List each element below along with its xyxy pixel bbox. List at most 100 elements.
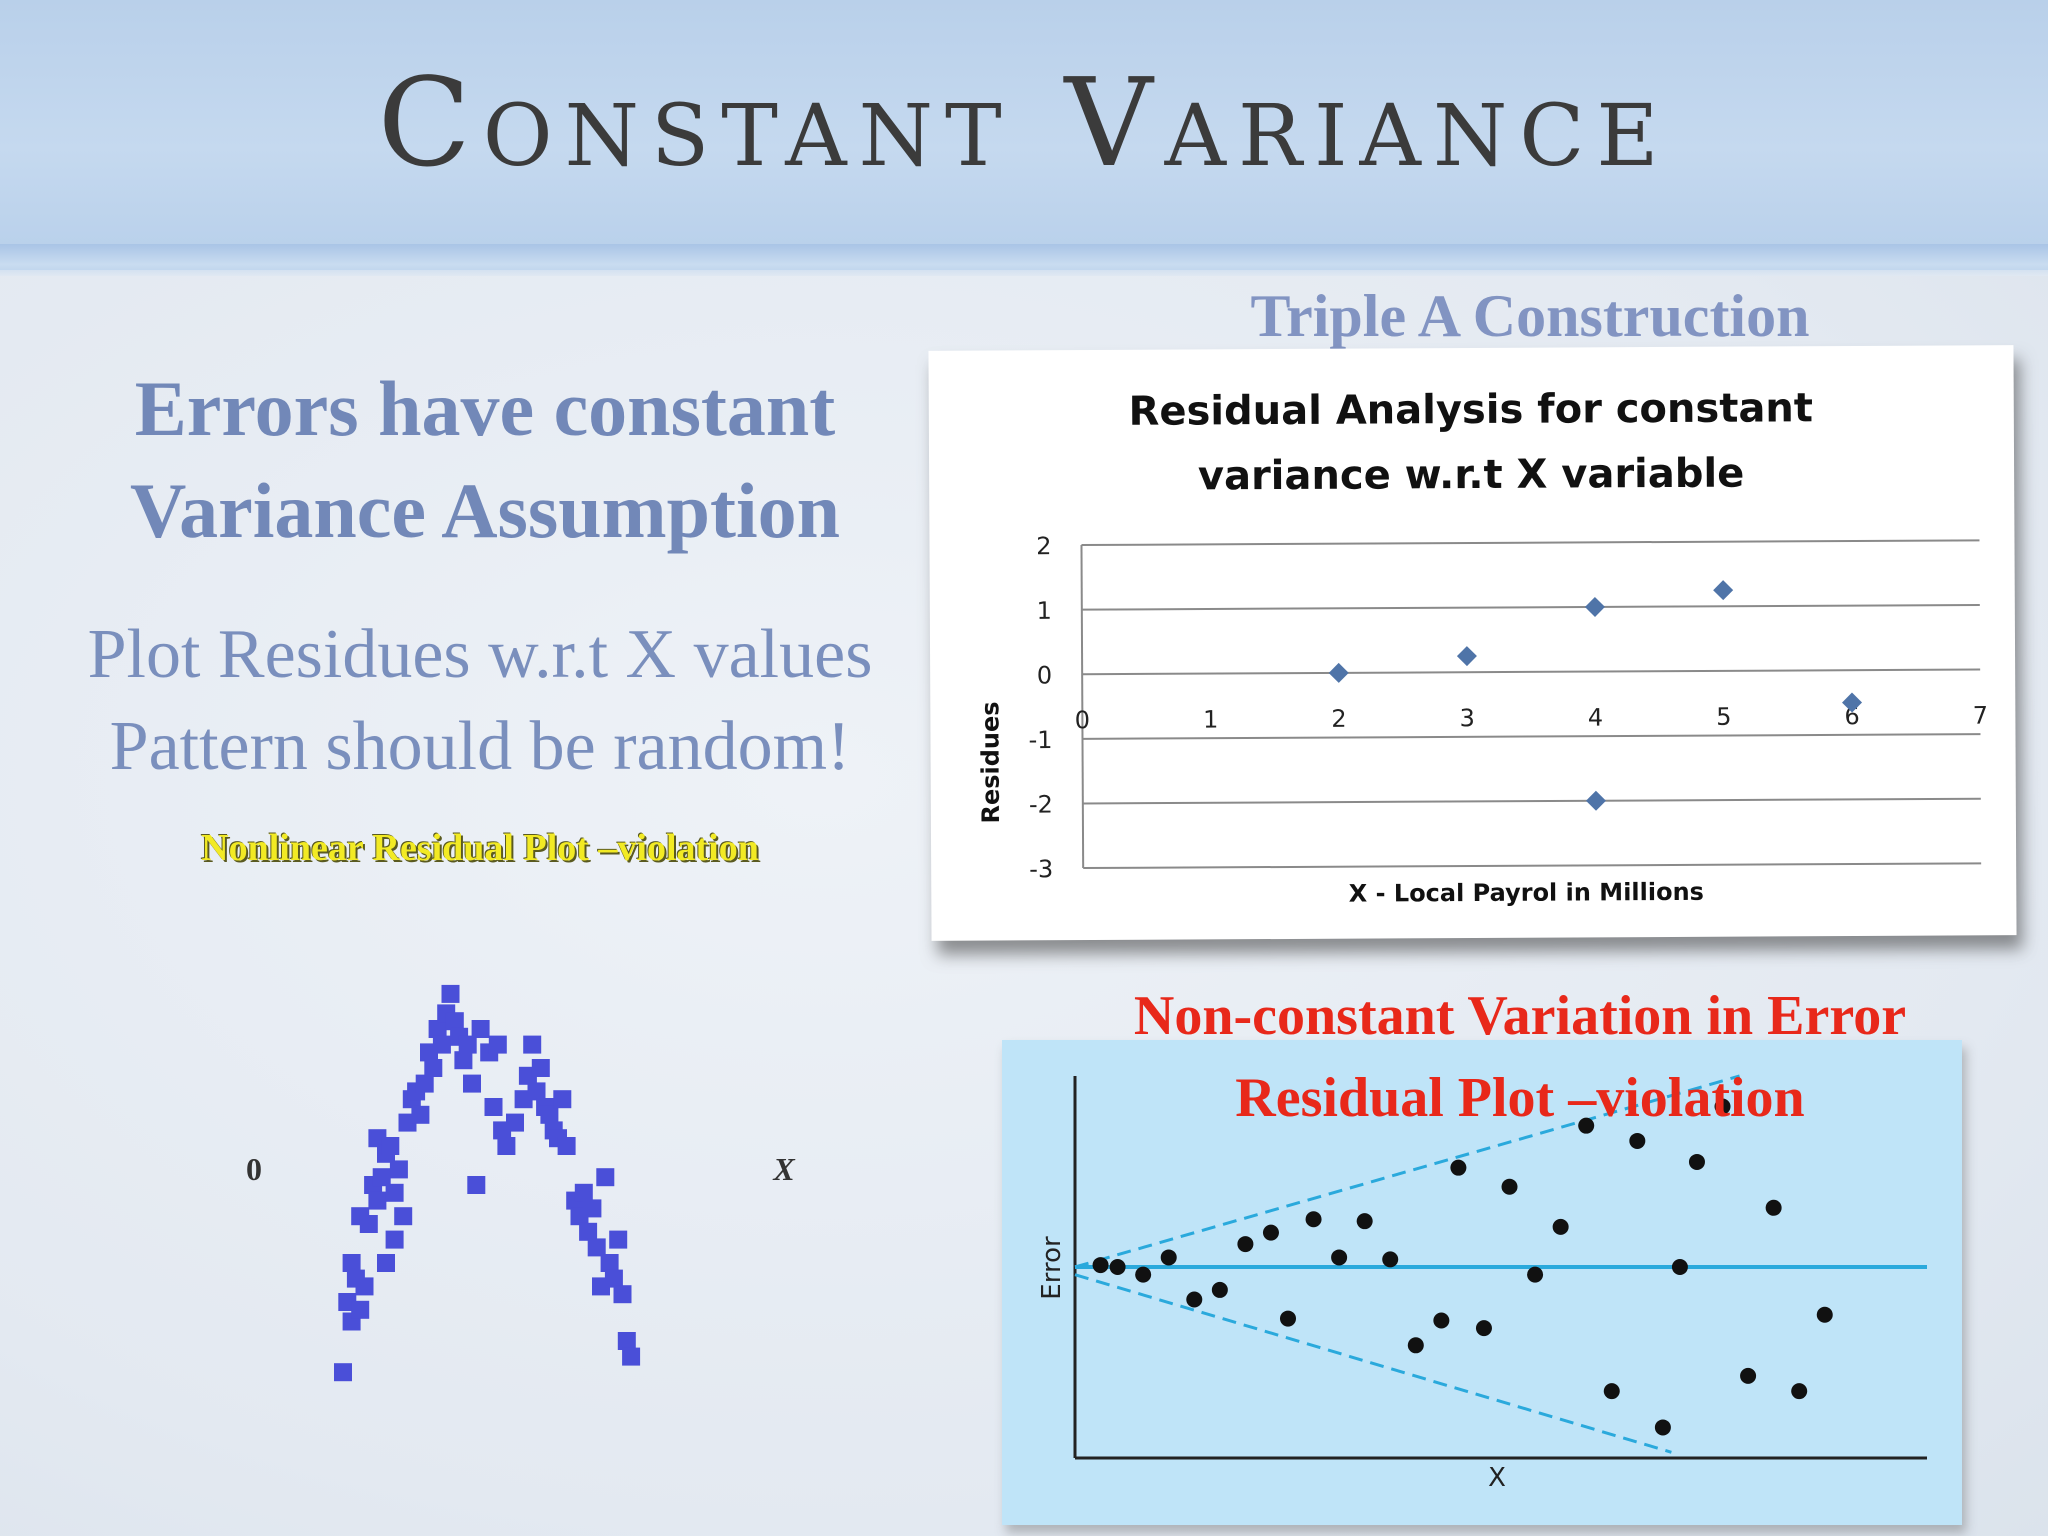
chart2-data-point [377, 1254, 395, 1272]
chart1-x-tick-label: 3 [1460, 704, 1475, 732]
chart1-data-point [1328, 662, 1349, 683]
chart3-data-point [1629, 1132, 1646, 1149]
chart3-funnel-upper-line [1074, 1074, 1740, 1269]
red-caption-line-2: Residual Plot –violation [1235, 1067, 1805, 1129]
chart1-y-tick-label: -3 [1029, 855, 1053, 883]
chart2-data-point [527, 1082, 546, 1101]
chart1-x-tick-label: 1 [1203, 706, 1218, 734]
chart3-data-point [1211, 1281, 1228, 1298]
chart2-data-point [471, 1020, 490, 1038]
chart3-data-point [1714, 1098, 1731, 1115]
chart2-data-point [463, 1074, 481, 1093]
chart2-data-point [587, 1238, 606, 1257]
title-band-edge [0, 244, 2048, 278]
chart2-data-point [600, 1254, 619, 1272]
chart1-x-tick-label: 6 [1844, 702, 1859, 730]
chart3-points [1092, 1098, 1833, 1436]
title-band [0, 0, 2048, 270]
chart3-data-point [1262, 1224, 1279, 1241]
chart3-data-point [1816, 1306, 1833, 1323]
chart1-x-ticks: 0 1 2 3 4 5 6 7 [1075, 702, 1988, 735]
chart1-title-line-2: variance w.r.t X variable [1198, 451, 1745, 500]
chart3-data-point [1552, 1218, 1569, 1235]
chart1-x-tick-label: 0 [1075, 706, 1090, 734]
chart3-data-point [1407, 1337, 1424, 1354]
chart3-x-axis-label: X [1488, 1463, 1506, 1493]
chart2-data-point [613, 1285, 632, 1304]
chart3-y-axis-label: Error [1037, 1236, 1067, 1300]
chart3-data-point [1671, 1259, 1688, 1275]
chart2-data-point [617, 1332, 636, 1350]
chart1-x-axis-label: X - Local Payrol in Millions [1349, 878, 1704, 908]
chart1-gridline [1081, 539, 1980, 547]
chart3-data-point [1186, 1291, 1203, 1308]
chart1-y-tick-label: 0 [1037, 661, 1052, 689]
chart2-data-point [342, 1254, 361, 1272]
heading-line-2: Variance Assumption [129, 467, 841, 554]
heading-line-1: Errors have constant [134, 365, 836, 452]
chart3-data-point [1603, 1383, 1620, 1400]
chart1-y-tick-label: -2 [1029, 791, 1053, 819]
chart1-gridline [1083, 862, 1982, 870]
chart3-data-point [1135, 1266, 1152, 1283]
chart1-y-axis-label: Residues [976, 701, 1005, 823]
residual-chart-card: Residual Analysis for constant variance … [928, 345, 2017, 941]
chart3-funnel-lower-line [1074, 1273, 1672, 1454]
chart2-data-point [622, 1347, 641, 1366]
chart2-data-point [351, 1300, 370, 1319]
chart3-data-point [1237, 1236, 1254, 1253]
chart3-data-point [1791, 1383, 1808, 1400]
chart3-data-point [1305, 1211, 1322, 1228]
chart2-data-point [355, 1277, 374, 1296]
chart1-data-point [1842, 692, 1863, 713]
red-caption-line-1: Non-constant Variation in Error [1133, 985, 1907, 1047]
chart2-data-point [394, 1207, 413, 1226]
chart2-data-point [467, 1176, 486, 1194]
body-line-1: Plot Residues w.r.t X values [87, 616, 873, 693]
chart1-gridline [1081, 603, 1980, 611]
funnel-chart-card: X Error [1002, 1040, 1962, 1525]
chart2-data-point [389, 1160, 408, 1179]
chart2-data-point [334, 1363, 352, 1382]
residual-analysis-chart: Residual Analysis for constant variance … [976, 385, 1988, 908]
chart1-x-tick-label: 2 [1331, 705, 1346, 733]
slide-title: Constant Variance [377, 52, 1671, 194]
chart2-data-point [609, 1230, 628, 1249]
chart2-data-point [415, 1074, 434, 1093]
chart2-x-axis-label: X [772, 1151, 795, 1187]
chart2-data-point [531, 1059, 550, 1077]
chart2-data-point [454, 1051, 473, 1070]
chart2-data-point [372, 1168, 391, 1187]
chart1-y-tick-label: 1 [1036, 597, 1051, 625]
chart2-data-point [484, 1098, 503, 1116]
chart2-data-point [506, 1113, 524, 1132]
chart1-data-point [1456, 646, 1477, 667]
chart2-data-point [445, 1012, 464, 1031]
chart2-data-point [553, 1090, 572, 1109]
chart1-title-line-1: Residual Analysis for constant [1128, 385, 1813, 435]
chart2-points [334, 984, 641, 1382]
chart1-points [1328, 580, 1863, 811]
chart2-data-point [411, 1105, 430, 1124]
chart3-data-point [1382, 1251, 1399, 1268]
chart1-y-tick-label: -1 [1028, 726, 1052, 754]
chart3-data-point [1578, 1117, 1595, 1134]
nonlinear-residual-chart: 0 X [246, 984, 795, 1382]
chart2-data-point [604, 1269, 623, 1288]
chart2-data-point [579, 1222, 598, 1241]
chart1-x-tick-label: 4 [1588, 704, 1603, 732]
chart2-data-point [368, 1191, 387, 1210]
chart2-data-point [381, 1137, 400, 1155]
chart1-y-axis-line [1080, 545, 1085, 869]
chart1-x-tick-label: 7 [1973, 702, 1988, 730]
chart1-y-ticks: 2 1 0 -1 -2 -3 [1028, 532, 1053, 883]
chart3-data-point [1475, 1320, 1492, 1337]
chart3-data-point [1654, 1419, 1671, 1436]
chart3-data-point [1688, 1153, 1705, 1170]
chart1-gridline [1082, 733, 1981, 740]
chart2-data-point [441, 984, 460, 1003]
chart2-data-point [497, 1137, 516, 1155]
chart3-data-point [1356, 1213, 1373, 1230]
chart2-data-point [424, 1059, 443, 1077]
chart3-data-point [1433, 1312, 1450, 1329]
